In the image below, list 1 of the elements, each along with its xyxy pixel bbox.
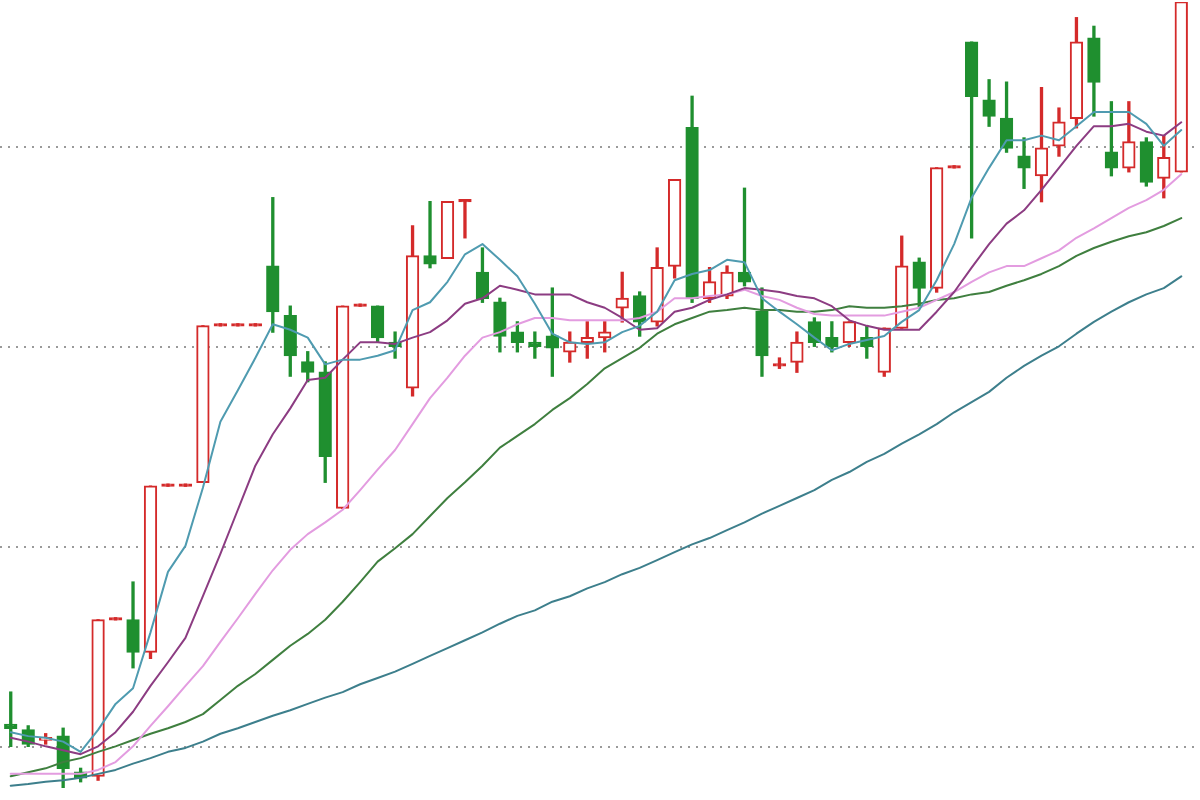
candlestick <box>423 200 437 269</box>
